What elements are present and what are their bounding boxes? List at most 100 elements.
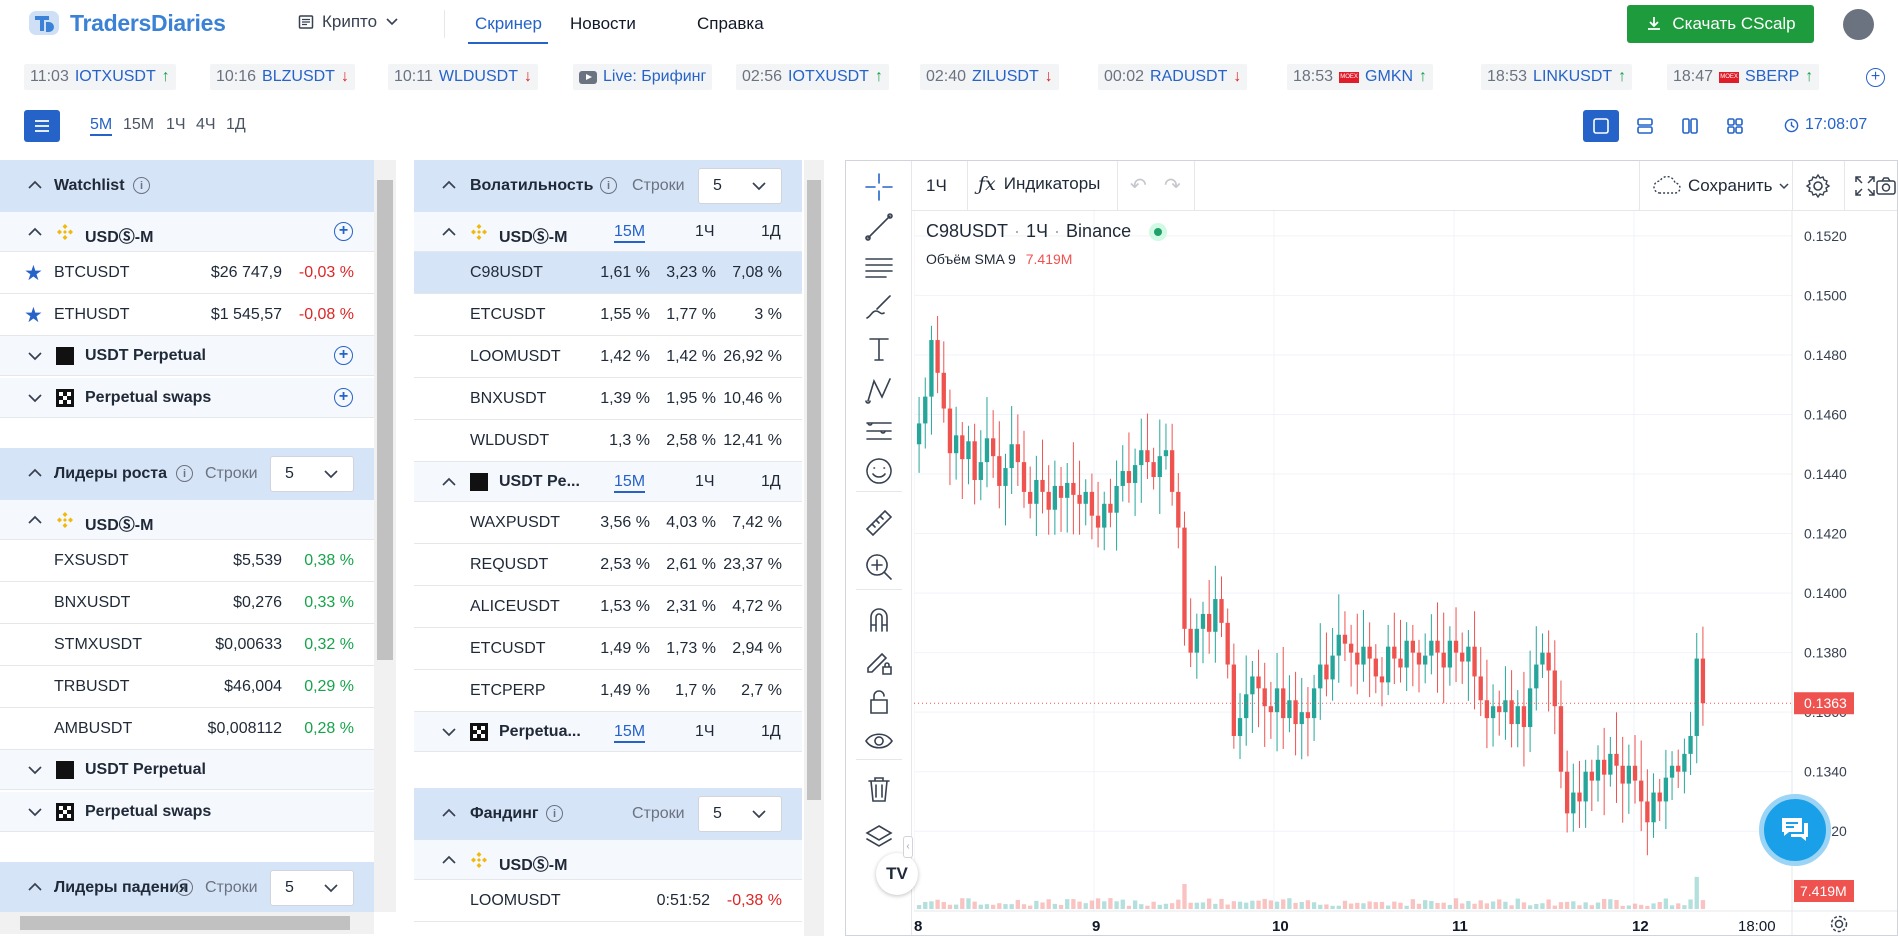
- menu-button[interactable]: [24, 110, 60, 142]
- chevron-down-icon[interactable]: [323, 468, 339, 480]
- timeframe-1d[interactable]: 1Д: [226, 116, 246, 133]
- horizontal-lines-tool[interactable]: [863, 251, 895, 283]
- ticker-add-button[interactable]: +: [1866, 68, 1885, 87]
- middle-vertical-scrollbar[interactable]: [804, 160, 824, 936]
- save-layout-button[interactable]: Сохранить: [1652, 176, 1790, 196]
- info-icon[interactable]: i: [600, 177, 617, 194]
- ticker-item[interactable]: 00:02 RADUSDT ↓: [1098, 64, 1248, 90]
- info-icon[interactable]: i: [176, 879, 193, 896]
- magnet-tool[interactable]: [863, 603, 895, 635]
- ticker-item[interactable]: 02:40 ZILUSDT ↓: [920, 64, 1059, 90]
- tradingview-logo-icon[interactable]: TV: [876, 853, 918, 895]
- eye-tool[interactable]: [863, 725, 895, 757]
- ticker-item[interactable]: 02:56 IOTXUSDT ↑: [736, 64, 889, 90]
- group-usdm[interactable]: USDⓈ-M: [414, 840, 802, 880]
- column-1d[interactable]: 1Д: [761, 473, 781, 490]
- chevron-up-icon[interactable]: [441, 807, 457, 819]
- layout-columns-button[interactable]: [1672, 110, 1708, 142]
- column-15m[interactable]: 15М: [614, 723, 646, 743]
- chevron-up-icon[interactable]: [441, 179, 457, 191]
- axis-gear-icon[interactable]: [1830, 915, 1848, 933]
- chevron-down-icon[interactable]: [27, 806, 43, 818]
- ticker-item[interactable]: Live: Брифинг: [573, 64, 713, 90]
- layout-grid-button[interactable]: [1717, 110, 1753, 142]
- add-circle-icon[interactable]: +: [334, 222, 353, 241]
- timeframe-4h[interactable]: 4Ч: [196, 116, 216, 133]
- chevron-up-icon[interactable]: [441, 854, 457, 866]
- group-usdm[interactable]: USDⓈ-M: [0, 500, 374, 540]
- left-horizontal-scrollbar[interactable]: [0, 912, 374, 934]
- ticker-item[interactable]: 10:16 BLZUSDT ↓: [210, 64, 355, 90]
- chevron-up-icon[interactable]: [27, 514, 43, 526]
- chevron-down-icon[interactable]: [751, 808, 767, 820]
- table-row[interactable]: LOOMUSDT 1,42 % 1,42 % 26,92 %: [414, 336, 802, 378]
- nav-link-help[interactable]: Справка: [697, 14, 764, 33]
- middle-scroll-thumb[interactable]: [807, 180, 821, 800]
- star-icon[interactable]: ★: [24, 304, 43, 327]
- rows-select[interactable]: 5: [698, 796, 782, 832]
- timeframe-1h[interactable]: 1Ч: [166, 116, 186, 133]
- rows-select[interactable]: 5: [270, 870, 354, 906]
- info-icon[interactable]: i: [546, 805, 563, 822]
- chevron-up-icon[interactable]: [441, 226, 457, 238]
- group-perpetual-swaps[interactable]: Perpetua... 15М 1Ч 1Д: [414, 712, 802, 752]
- lock-pencil-tool[interactable]: [863, 645, 895, 677]
- download-cscalp-button[interactable]: Скачать CScalp: [1627, 5, 1814, 43]
- chevron-up-icon[interactable]: [27, 881, 43, 893]
- table-row[interactable]: ★ BTCUSDT $26 747,9 -0,03 %: [0, 252, 374, 294]
- gear-icon[interactable]: [1805, 173, 1831, 199]
- group-usdt-perpetual[interactable]: USDT Perpetual: [0, 750, 374, 790]
- nav-link-news[interactable]: Новости: [570, 14, 636, 33]
- group-usdt-perpetual[interactable]: USDT Pe... 15М 1Ч 1Д: [414, 462, 802, 502]
- chevron-down-icon[interactable]: [27, 392, 43, 404]
- chevron-down-icon[interactable]: [27, 350, 43, 362]
- table-row[interactable]: ETCUSDT 1,49 % 1,73 % 2,94 %: [414, 628, 802, 670]
- table-row[interactable]: LOOMUSDT 0:51:52 -0,38 %: [414, 880, 802, 922]
- column-1h[interactable]: 1Ч: [695, 723, 715, 740]
- pattern-tool[interactable]: [863, 375, 895, 407]
- layout-single-button[interactable]: [1583, 110, 1619, 142]
- layers-tool[interactable]: [863, 821, 895, 853]
- ticker-item[interactable]: 18:53 LINKUSDT ↑: [1481, 64, 1633, 90]
- info-icon[interactable]: i: [176, 465, 193, 482]
- table-row[interactable]: C98USDT 1,61 % 3,23 % 7,08 %: [414, 252, 802, 294]
- crosshair-tool[interactable]: [863, 171, 895, 203]
- ticker-item[interactable]: 18:53 MOEX GMKN ↑: [1287, 64, 1434, 90]
- table-row[interactable]: FXSUSDT $5,539 0,38 %: [0, 540, 374, 582]
- column-15m[interactable]: 15М: [614, 223, 646, 243]
- brand-logo[interactable]: TradersDiaries: [28, 9, 226, 37]
- table-row[interactable]: ETCUSDT 1,55 % 1,77 % 3 %: [414, 294, 802, 336]
- trash-tool[interactable]: [863, 773, 895, 805]
- info-icon[interactable]: i: [133, 177, 150, 194]
- chevron-down-icon[interactable]: [27, 764, 43, 776]
- ticker-item[interactable]: 18:47 MOEX SBERP ↑: [1667, 64, 1820, 90]
- fullscreen-icon[interactable]: [1854, 175, 1876, 197]
- price-chart[interactable]: 0.1520 0.1500 0.1480 0.1460 0.1440 0.1420 0.14…: [914, 211, 1898, 936]
- table-row[interactable]: BNXUSDT 1,39 % 1,95 % 10,46 %: [414, 378, 802, 420]
- left-scroll-thumb[interactable]: [377, 180, 393, 660]
- text-tool[interactable]: [863, 333, 895, 365]
- table-row[interactable]: ★ ETHUSDT $1 545,57 -0,08 %: [0, 294, 374, 336]
- ticker-item[interactable]: 11:03 IOTXUSDT ↑: [24, 64, 176, 90]
- indicators-button[interactable]: ƒx Индикаторы: [978, 173, 1100, 195]
- group-usdm[interactable]: USDⓈ-M +: [0, 212, 374, 252]
- column-1d[interactable]: 1Д: [761, 223, 781, 240]
- left-vertical-scrollbar[interactable]: [374, 160, 396, 912]
- fib-tool[interactable]: [863, 415, 895, 447]
- trend-line-tool[interactable]: [863, 211, 895, 243]
- add-circle-icon[interactable]: +: [334, 346, 353, 365]
- support-chat-button[interactable]: [1759, 794, 1831, 866]
- zoom-in-tool[interactable]: [863, 551, 895, 583]
- chevron-up-icon[interactable]: [27, 226, 43, 238]
- column-15m[interactable]: 15М: [614, 473, 646, 493]
- table-row[interactable]: BNXUSDT $0,276 0,33 %: [0, 582, 374, 624]
- table-row[interactable]: WAXPUSDT 3,56 % 4,03 % 7,42 %: [414, 502, 802, 544]
- table-row[interactable]: ALICEUSDT 1,53 % 2,31 % 4,72 %: [414, 586, 802, 628]
- rows-select[interactable]: 5: [698, 168, 782, 204]
- table-row[interactable]: REQUSDT 2,53 % 2,61 % 23,37 %: [414, 544, 802, 586]
- brush-tool[interactable]: [863, 291, 895, 323]
- layout-rows-button[interactable]: [1627, 110, 1663, 142]
- chevron-down-icon[interactable]: [323, 882, 339, 894]
- left-hscroll-thumb[interactable]: [20, 916, 350, 930]
- add-circle-icon[interactable]: +: [334, 388, 353, 407]
